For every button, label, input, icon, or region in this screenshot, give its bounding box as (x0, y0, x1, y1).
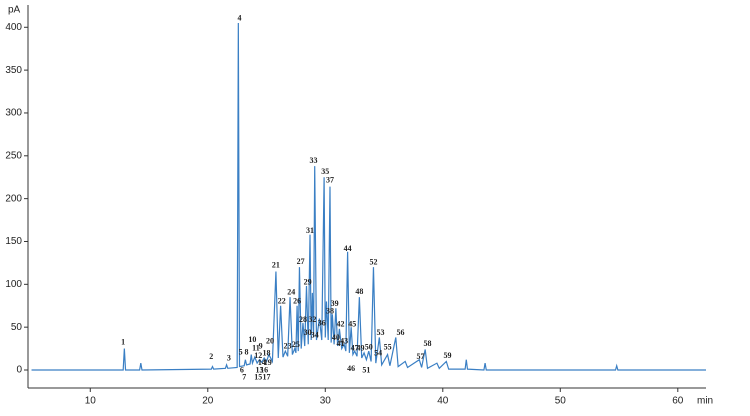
peak-label: 5 (239, 348, 243, 357)
peak-label: 57 (416, 352, 424, 361)
peak-label: 28 (299, 315, 307, 324)
y-axis-label: pA (8, 5, 21, 16)
peak-label: 16 (260, 366, 268, 375)
peak-label: 17 (263, 373, 271, 382)
peak-label: 52 (369, 258, 377, 267)
peak-label: 12 (254, 351, 262, 360)
y-tick-label: 300 (5, 108, 22, 119)
peak-label: 50 (365, 343, 373, 352)
peak-label: 43 (340, 337, 348, 346)
peak-label: 38 (326, 307, 334, 316)
peak-label: 20 (266, 337, 274, 346)
peak-label: 15 (254, 373, 262, 382)
peak-label: 13 (255, 366, 263, 375)
peak-label: 58 (424, 339, 432, 348)
y-tick-label: 50 (11, 322, 23, 333)
peak-label: 9 (259, 342, 263, 351)
peak-label: 7 (242, 373, 246, 382)
peak-label: 49 (357, 343, 365, 352)
peak-label: 27 (297, 257, 305, 266)
peak-label: 45 (348, 319, 356, 328)
y-tick-label: 200 (5, 193, 22, 204)
peak-label: 21 (272, 260, 280, 269)
peak-label: 1 (121, 337, 125, 346)
peak-label: 10 (248, 335, 256, 344)
x-tick-label: 20 (202, 396, 214, 407)
peak-label: 41 (337, 339, 345, 348)
x-axis-label: min (697, 396, 713, 407)
peak-label: 6 (240, 366, 244, 375)
peak-label: 22 (278, 296, 286, 305)
peak-label: 40 (332, 333, 340, 342)
peak-label: 11 (252, 343, 260, 352)
peak-label: 44 (344, 244, 352, 253)
peak-label: 39 (331, 299, 339, 308)
y-tick-label: 400 (5, 22, 22, 33)
peak-label: 51 (362, 366, 370, 375)
peak-label: 14 (258, 358, 266, 367)
peak-label: 8 (245, 348, 249, 357)
y-tick-label: 250 (5, 150, 22, 161)
peak-label: 25 (292, 340, 300, 349)
peak-label: 42 (337, 319, 345, 328)
peak-label: 55 (384, 343, 392, 352)
x-tick-label: 60 (672, 396, 684, 407)
y-tick-label: 350 (5, 65, 22, 76)
y-tick-label: 150 (5, 236, 22, 247)
peak-label: 3 (227, 354, 231, 363)
peak-label: 56 (396, 328, 404, 337)
peak-label: 18 (263, 349, 271, 358)
y-tick-label: 0 (16, 365, 22, 376)
x-tick-label: 40 (437, 396, 449, 407)
peak-label: 37 (326, 175, 334, 184)
peak-label: 24 (287, 288, 295, 297)
peak-label: 33 (310, 156, 318, 165)
x-tick-label: 50 (555, 396, 567, 407)
chromatogram-trace (31, 22, 706, 371)
peak-label: 32 (308, 315, 316, 324)
peak-label: 4 (238, 14, 242, 23)
peak-label: 23 (284, 342, 292, 351)
peak-label: 35 (321, 167, 329, 176)
peak-label: 26 (293, 296, 301, 305)
peak-label: 48 (355, 287, 363, 296)
peak-label: 46 (347, 364, 355, 373)
x-tick-label: 30 (320, 396, 332, 407)
peak-label: 53 (377, 328, 385, 337)
peak-label: 31 (306, 226, 314, 235)
peak-label: 36 (318, 319, 326, 328)
peak-label: 29 (304, 277, 312, 286)
peak-label: 47 (351, 343, 359, 352)
peak-label: 34 (311, 331, 319, 340)
peak-label: 54 (374, 349, 382, 358)
peak-label: 2 (209, 352, 213, 361)
peak-label: 19 (264, 358, 272, 367)
x-tick-label: 10 (85, 396, 97, 407)
peak-label: 59 (443, 351, 451, 360)
y-tick-label: 100 (5, 279, 22, 290)
peak-label: 30 (304, 328, 312, 337)
